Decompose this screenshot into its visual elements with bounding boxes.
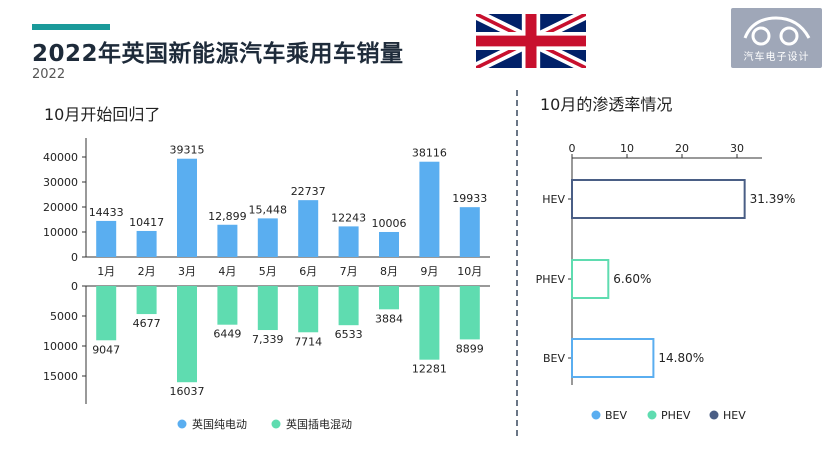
phev-bar xyxy=(177,286,197,383)
phev-value-label: 6533 xyxy=(335,328,363,341)
bev-bar xyxy=(379,231,399,257)
month-label: 5月 xyxy=(259,265,277,278)
phev-value-label: 7,339 xyxy=(252,333,284,346)
bev-bar xyxy=(338,226,359,257)
month-label: 4月 xyxy=(218,265,236,278)
bev-value-label: 10006 xyxy=(372,217,407,230)
bev-value-label: 38116 xyxy=(412,147,447,160)
month-label: 1月 xyxy=(97,265,115,278)
phev-value-label: 16037 xyxy=(170,385,205,398)
phev-bar xyxy=(217,286,238,325)
x-tick-label: 0 xyxy=(569,142,576,155)
bev-value-label: 12,899 xyxy=(208,210,247,223)
legend-label: BEV xyxy=(605,409,627,422)
phev-value-label: 3884 xyxy=(375,312,403,325)
month-label: 7月 xyxy=(340,265,358,278)
month-label: 6月 xyxy=(299,265,317,278)
bev-bar xyxy=(298,200,319,257)
left-section-title: 10月开始回归了 xyxy=(44,105,161,124)
phev-value-label: 7714 xyxy=(294,335,322,348)
bev-value-label: 14433 xyxy=(89,206,124,219)
bev-value-label: 19933 xyxy=(452,192,487,205)
car-logo-icon xyxy=(743,16,811,46)
legend-swatch xyxy=(709,410,719,420)
x-tick-label: 30 xyxy=(730,142,744,155)
phev-bar xyxy=(298,286,319,333)
upper-tick-label: 20000 xyxy=(43,201,78,214)
phev-bar xyxy=(136,286,157,315)
legend-label: HEV xyxy=(723,409,746,422)
legend-swatch xyxy=(271,419,281,429)
legend-swatch xyxy=(647,410,657,420)
lower-tick-label: 5000 xyxy=(50,310,78,323)
phev-value-label: 9047 xyxy=(92,343,120,356)
month-label: 9月 xyxy=(420,265,438,278)
legend-label: 英国纯电动 xyxy=(192,417,247,431)
legend-swatch xyxy=(591,410,601,420)
phev-value-label: 6449 xyxy=(213,328,241,341)
bev-bar xyxy=(217,224,238,257)
logo-text: 汽车电子设计 xyxy=(743,52,810,63)
legend-label: PHEV xyxy=(661,409,691,422)
bev-value-label: 22737 xyxy=(291,185,326,198)
penetration-value-label: 14.80% xyxy=(658,351,704,365)
title-accent-bar xyxy=(32,24,110,30)
right-section-title: 10月的渗透率情况 xyxy=(540,95,673,114)
page-title: 2022年英国新能源汽车乘用车销量 xyxy=(32,41,404,67)
phev-bar xyxy=(379,286,399,310)
upper-tick-label: 40000 xyxy=(43,151,78,164)
upper-tick-label: 0 xyxy=(71,251,78,264)
bev-value-label: 12243 xyxy=(331,211,366,224)
lower-tick-label: 15000 xyxy=(43,370,78,383)
penetration-bar xyxy=(571,259,610,299)
month-label: 3月 xyxy=(178,265,196,278)
bev-value-label: 15,448 xyxy=(249,203,288,216)
month-label: 8月 xyxy=(380,265,398,278)
bev-bar xyxy=(96,220,117,257)
bev-bar xyxy=(257,218,278,257)
bev-bar xyxy=(459,207,480,257)
bev-bar xyxy=(136,230,157,257)
phev-value-label: 12281 xyxy=(412,363,447,376)
upper-tick-label: 30000 xyxy=(43,176,78,189)
legend-label: 英国插电混动 xyxy=(286,417,352,431)
penetration-bar xyxy=(571,179,746,219)
penetration-bar xyxy=(571,338,655,378)
month-label: 10月 xyxy=(457,265,482,278)
phev-value-label: 4677 xyxy=(133,317,161,330)
uk-flag-icon xyxy=(476,14,586,68)
lower-tick-label: 10000 xyxy=(43,340,78,353)
bev-bar xyxy=(177,158,197,257)
phev-bar xyxy=(257,286,278,331)
page-subtitle: 2022 xyxy=(32,67,66,82)
category-label: PHEV xyxy=(536,273,566,286)
bev-value-label: 10417 xyxy=(129,216,164,229)
x-tick-label: 20 xyxy=(675,142,689,155)
monthly-sales-chart: 0 10000 20000 30000 40000 0 5000 10000 15000 1月 14… xyxy=(43,138,490,431)
phev-bar xyxy=(419,286,440,360)
section-divider xyxy=(516,90,518,436)
phev-bar xyxy=(459,286,480,340)
brand-logo: 汽车电子设计 xyxy=(731,8,822,68)
phev-bar xyxy=(338,286,359,326)
phev-bar xyxy=(96,286,117,341)
lower-tick-label: 0 xyxy=(71,280,78,293)
penetration-value-label: 31.39% xyxy=(750,192,796,206)
x-tick-label: 10 xyxy=(620,142,634,155)
legend-swatch xyxy=(177,419,187,429)
phev-value-label: 8899 xyxy=(456,342,484,355)
bev-value-label: 39315 xyxy=(170,144,205,157)
bev-bar xyxy=(419,161,440,257)
category-label: HEV xyxy=(542,193,565,206)
upper-tick-label: 10000 xyxy=(43,226,78,239)
penetration-value-label: 6.60% xyxy=(613,272,651,286)
month-label: 2月 xyxy=(138,265,156,278)
category-label: BEV xyxy=(543,352,565,365)
